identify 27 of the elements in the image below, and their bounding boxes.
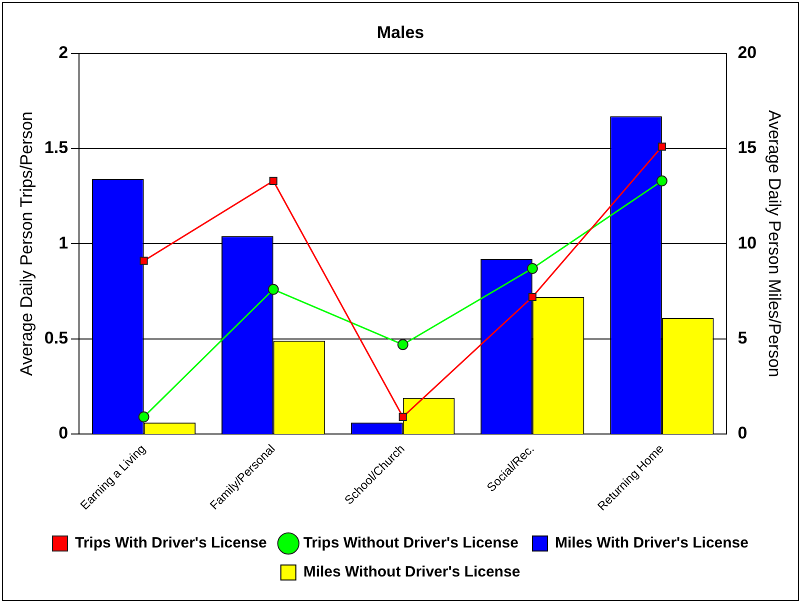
legend-label: Miles With Driver's License xyxy=(554,534,748,552)
y-axis-title: Average Daily Person Trips/Person xyxy=(16,112,36,376)
y-tick-label: 2 xyxy=(58,43,68,62)
point xyxy=(398,412,407,421)
y2-axis-title: Average Daily Person Miles/Person xyxy=(765,110,784,378)
chart-title: Males xyxy=(376,22,424,42)
point xyxy=(269,176,278,185)
point xyxy=(528,292,536,302)
point xyxy=(268,284,279,295)
y2-tick-label: 15 xyxy=(738,138,757,158)
y2-tick-label: 20 xyxy=(738,43,757,62)
point xyxy=(138,411,150,422)
legend-label: Trips With Driver's License xyxy=(75,534,267,552)
y2-tick-label: 10 xyxy=(738,233,757,252)
y-tick-label: 1.5 xyxy=(44,138,68,158)
y-tick-label: 0 xyxy=(58,424,68,443)
point xyxy=(656,175,668,186)
y2-tick-label: 0 xyxy=(738,424,748,443)
legend-label: Trips Without Driver's License xyxy=(303,534,518,552)
point xyxy=(658,142,666,151)
y-tick-label: 0.5 xyxy=(44,328,68,348)
point xyxy=(526,262,538,274)
legend-label: Miles Without Driver's License xyxy=(303,564,520,581)
point xyxy=(140,256,148,265)
point xyxy=(397,339,408,350)
y2-tick-label: 5 xyxy=(738,328,748,348)
y-tick-label: 1 xyxy=(58,233,68,252)
